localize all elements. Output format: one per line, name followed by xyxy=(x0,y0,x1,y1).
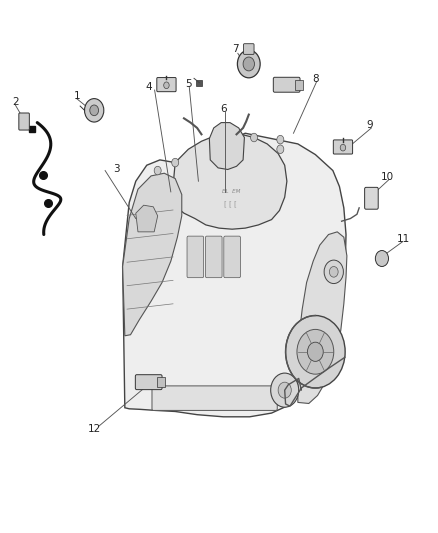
Circle shape xyxy=(297,329,334,374)
FancyBboxPatch shape xyxy=(244,44,254,54)
Text: 2: 2 xyxy=(12,98,19,107)
FancyBboxPatch shape xyxy=(157,377,165,387)
FancyBboxPatch shape xyxy=(19,113,29,130)
Text: 1: 1 xyxy=(73,91,80,101)
Circle shape xyxy=(237,50,260,78)
FancyBboxPatch shape xyxy=(273,77,300,92)
FancyBboxPatch shape xyxy=(295,80,303,90)
Polygon shape xyxy=(209,123,244,169)
Circle shape xyxy=(329,266,338,277)
Circle shape xyxy=(271,373,299,407)
FancyBboxPatch shape xyxy=(205,236,222,278)
Circle shape xyxy=(172,158,179,167)
Circle shape xyxy=(277,135,284,144)
Polygon shape xyxy=(173,133,287,229)
FancyBboxPatch shape xyxy=(333,140,353,154)
Circle shape xyxy=(154,166,161,175)
Polygon shape xyxy=(123,173,182,336)
Text: 6: 6 xyxy=(220,104,227,114)
Text: 7: 7 xyxy=(232,44,239,54)
Circle shape xyxy=(251,133,258,142)
Text: [ [ [: [ [ [ xyxy=(224,200,237,207)
Text: 12: 12 xyxy=(88,424,101,434)
Circle shape xyxy=(90,105,99,116)
Circle shape xyxy=(277,145,284,154)
Circle shape xyxy=(278,382,291,398)
Text: 8: 8 xyxy=(312,74,319,84)
Text: 4: 4 xyxy=(145,83,152,92)
Text: 11: 11 xyxy=(396,234,410,244)
Polygon shape xyxy=(136,205,158,232)
Text: EL  EM: EL EM xyxy=(222,189,240,195)
Polygon shape xyxy=(298,232,347,403)
FancyBboxPatch shape xyxy=(364,187,378,209)
Circle shape xyxy=(375,251,389,266)
Circle shape xyxy=(286,316,345,388)
Circle shape xyxy=(340,144,346,151)
Text: 9: 9 xyxy=(367,120,374,130)
Text: 3: 3 xyxy=(113,165,120,174)
FancyBboxPatch shape xyxy=(135,375,162,390)
FancyBboxPatch shape xyxy=(157,78,176,92)
Polygon shape xyxy=(123,133,346,417)
Circle shape xyxy=(243,57,254,71)
Circle shape xyxy=(85,99,104,122)
FancyBboxPatch shape xyxy=(152,386,277,410)
Text: 5: 5 xyxy=(185,79,192,88)
Circle shape xyxy=(324,260,343,284)
FancyBboxPatch shape xyxy=(187,236,204,278)
Text: 10: 10 xyxy=(381,172,394,182)
Circle shape xyxy=(164,82,169,88)
Circle shape xyxy=(307,342,323,361)
FancyBboxPatch shape xyxy=(224,236,240,278)
